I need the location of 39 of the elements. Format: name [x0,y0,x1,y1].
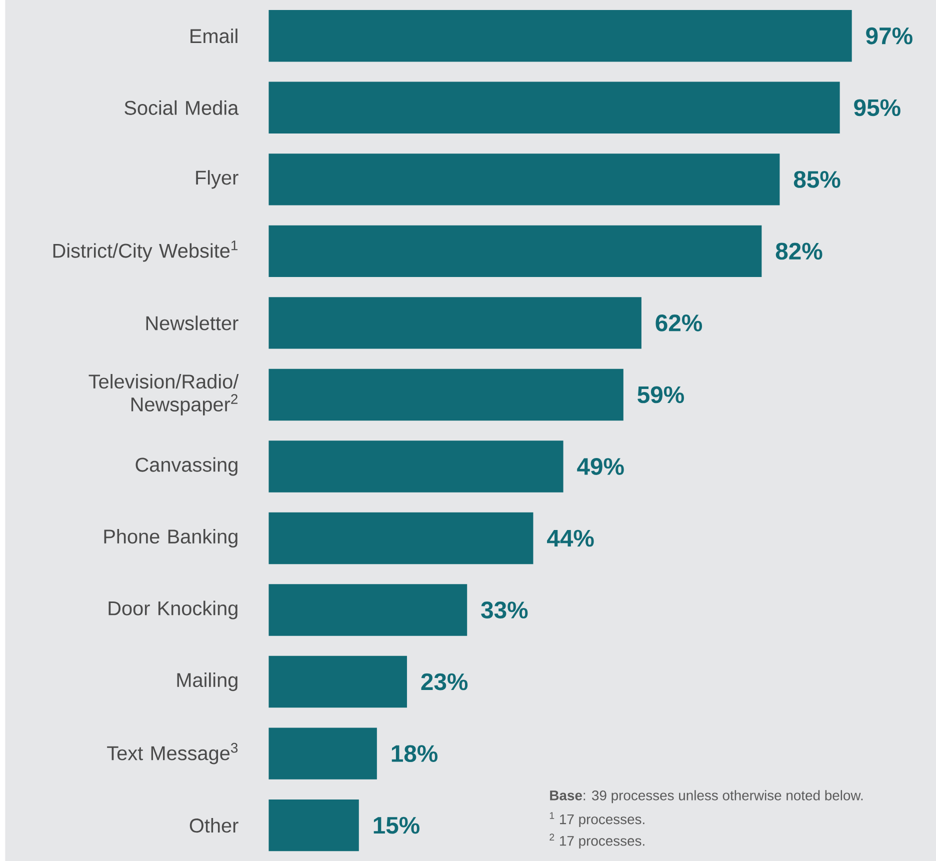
bar [268,728,377,780]
y-tick-label: Social Media [124,100,239,115]
bar [268,440,564,492]
bar [268,656,407,708]
y-tick-label: Phone Banking [104,528,238,548]
annotation: $^{2}$ 17 processes. [550,834,644,848]
bar [268,368,624,420]
data-label: 85% [794,170,840,188]
y-tick-label: Canvassing [136,457,238,476]
data-label: 44% [547,530,594,547]
data-label: 33% [481,601,528,618]
bar [268,10,852,62]
y-tick-label: Text Message$^{3}$ [107,742,238,764]
data-label: 18% [392,745,438,762]
data-label: 15% [374,816,420,834]
bar [268,512,534,564]
bar [268,225,762,277]
bar [268,297,642,349]
data-label: 82% [776,242,822,260]
y-tick-label: Other [190,818,238,833]
bar [268,584,468,636]
y-tick-label: Television/Radio/ Newspaper$^{2}$ [88,374,239,416]
y-tick-label: Mailing [177,672,238,691]
data-label: 49% [577,458,624,475]
y-tick-label: Flyer [196,170,238,189]
bar [268,153,780,206]
annotation: $^{1}$ 17 processes. [550,812,644,827]
y-tick-label: Newsletter [146,316,238,330]
y-tick-label: District/City Website$^{1}$ [53,240,238,262]
y-tick-label: Email [190,28,238,44]
data-label: 95% [854,99,900,116]
data-label: 59% [638,386,684,404]
annotation: Base: 39 processes unless otherwise noted below. [550,790,863,804]
bar [268,82,840,134]
data-label: 62% [656,314,702,332]
data-label: 23% [421,673,468,690]
data-label: 97% [866,27,912,44]
y-tick-label: Door Knocking [108,600,238,620]
bar [268,799,359,852]
